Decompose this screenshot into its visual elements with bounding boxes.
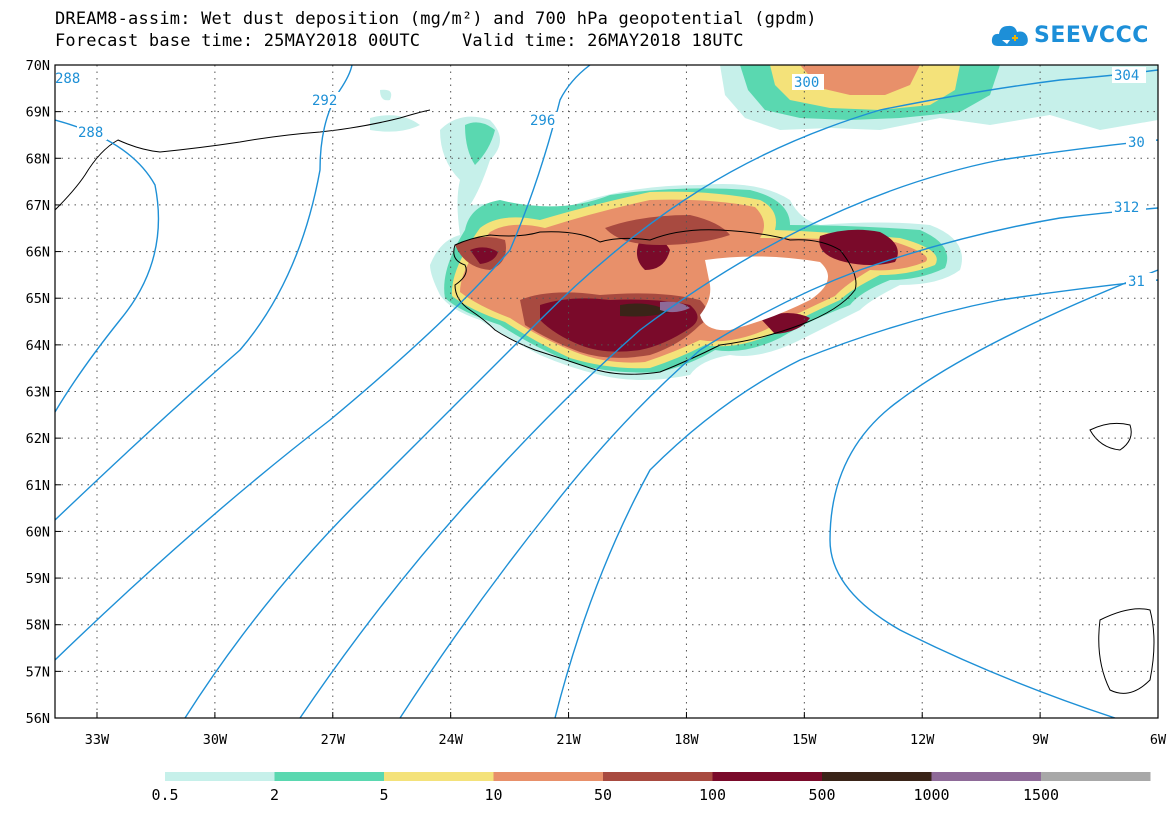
lon-tick-label: 18W <box>674 732 699 748</box>
lat-tick-label: 56N <box>26 711 50 727</box>
legend-label: 50 <box>594 786 612 804</box>
contour-label-group: 288 288 292 296 300 304 30 312 31 <box>54 67 1156 290</box>
contour-label: 296 <box>530 113 555 129</box>
legend-swatch <box>165 772 275 781</box>
title-line-2: Forecast base time: 25MAY2018 00UTC Vali… <box>55 31 744 51</box>
legend-label: 5 <box>379 786 388 804</box>
contour-316b <box>829 269 1158 718</box>
legend-label: 1000 <box>913 786 949 804</box>
color-legend: 0.5 2 5 10 50 100 500 1000 1500 <box>151 772 1151 804</box>
lon-tick-label: 12W <box>910 732 935 748</box>
contour-304 <box>299 139 1158 718</box>
legend-swatch <box>712 772 822 781</box>
legend-swatch <box>274 772 384 781</box>
lat-tick-label: 64N <box>26 338 50 354</box>
legend-swatch <box>384 772 494 781</box>
lon-tick-label: 30W <box>203 732 228 748</box>
lat-tick-label: 65N <box>26 291 50 307</box>
lat-tick-label: 67N <box>26 198 50 214</box>
seevccc-logo: SEEVCCC <box>990 20 1149 50</box>
lat-tick-label: 70N <box>26 58 50 74</box>
lon-tick-label: 21W <box>556 732 581 748</box>
lat-tick-label: 59N <box>26 571 50 587</box>
coastlines <box>55 109 1155 694</box>
lon-tick-label: 27W <box>321 732 346 748</box>
contour-label: 300 <box>794 75 819 91</box>
lat-tick-label: 60N <box>26 524 50 540</box>
lon-tick-label: 15W <box>792 732 817 748</box>
title-line-1: DREAM8-assim: Wet dust deposition (mg/m²… <box>55 9 817 29</box>
contour-label: 292 <box>312 93 337 109</box>
contour-label: 31 <box>1128 274 1145 290</box>
contour-292a <box>55 65 353 521</box>
contour-label: 288 <box>55 71 80 87</box>
greenland-coast <box>55 109 431 211</box>
latitude-labels: 70N 69N 68N 67N 66N 65N 64N 63N 62N 61N 60N 59N 58N 5… <box>26 58 61 727</box>
contour-label: 312 <box>1114 200 1139 216</box>
lon-tick-label: 6W <box>1150 732 1167 748</box>
longitude-labels: 33W 30W 27W 24W 21W 18W 15W 12W 9W 6W <box>85 712 1167 748</box>
graticule <box>55 65 1158 718</box>
lat-tick-label: 61N <box>26 478 50 494</box>
lon-tick-label: 9W <box>1032 732 1049 748</box>
legend-swatch <box>822 772 932 781</box>
dust-deposition-fills <box>370 65 1158 381</box>
legend-label: 1500 <box>1023 786 1059 804</box>
plot-frame <box>54 64 1159 719</box>
geopotential-contours <box>55 65 1158 718</box>
cloud-logo-icon <box>991 25 1028 46</box>
contour-label: 288 <box>78 125 103 141</box>
legend-label: 100 <box>699 786 726 804</box>
lat-tick-label: 63N <box>26 385 50 401</box>
iceland-coast <box>453 229 857 375</box>
legend-label: 500 <box>808 786 835 804</box>
contour-316 <box>554 279 1158 718</box>
legend-swatch <box>493 772 603 781</box>
lat-tick-label: 62N <box>26 431 50 447</box>
lat-tick-label: 69N <box>26 105 50 121</box>
lat-tick-label: 68N <box>26 151 50 167</box>
logo-text: SEEVCCC <box>1034 22 1149 48</box>
legend-swatch <box>1041 772 1151 781</box>
scotland-coast <box>1098 608 1155 694</box>
lon-tick-label: 24W <box>438 732 463 748</box>
legend-label: 0.5 <box>151 786 178 804</box>
lat-tick-label: 58N <box>26 618 50 634</box>
legend-swatch <box>603 772 713 781</box>
legend-label: 2 <box>270 786 279 804</box>
contour-288 <box>55 119 160 413</box>
legend-swatch <box>931 772 1041 781</box>
contour-300 <box>184 69 1158 718</box>
contour-312 <box>399 207 1158 718</box>
contour-label: 304 <box>1114 68 1139 84</box>
lat-tick-label: 66N <box>26 245 50 261</box>
lon-tick-label: 33W <box>85 732 110 748</box>
contour-292b <box>55 65 591 661</box>
contour-label: 30 <box>1128 135 1145 151</box>
legend-label: 10 <box>484 786 502 804</box>
faroe-coast <box>1089 422 1132 451</box>
lat-tick-label: 57N <box>26 664 50 680</box>
